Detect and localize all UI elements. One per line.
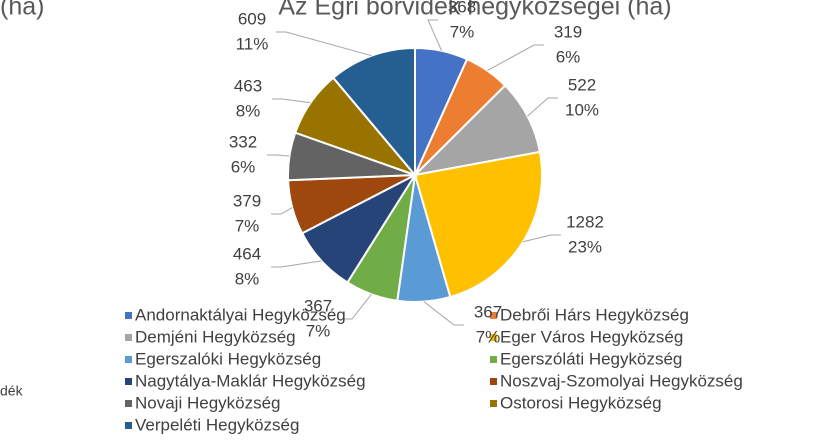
data-label-percent: 7% [235, 216, 260, 235]
legend-label: Egerszalóki Hegyközség [135, 349, 321, 368]
legend-swatch [125, 378, 132, 385]
legend-swatch [125, 356, 132, 363]
data-label: 1282 [566, 212, 604, 231]
legend-swatch [490, 356, 497, 363]
data-label-percent: 7% [450, 22, 475, 41]
data-label-percent: 11% [236, 34, 269, 53]
data-label: 522 [568, 75, 596, 94]
data-label-percent: 10% [565, 100, 599, 119]
legend-label: Ostorosi Hegyközség [500, 393, 662, 412]
data-label-percent: 8% [236, 101, 261, 120]
legend-label: Verpeléti Hegyközség [135, 415, 299, 434]
leader-line [342, 293, 372, 320]
leader-line [271, 207, 293, 215]
chart-title: Az Egri borvidék hegyközségei (ha) [278, 0, 671, 21]
legend-label: Nagytálya-Maklár Hegyközség [135, 371, 366, 390]
legend-swatch [125, 312, 132, 319]
legend-label: Egerszóláti Hegyközség [500, 349, 682, 368]
legend-swatch [125, 422, 132, 429]
pie-slice [413, 150, 543, 299]
data-label-percent: 8% [235, 269, 260, 288]
leader-line [267, 154, 290, 157]
leader-line [423, 301, 464, 326]
legend-label: Eger Város Hegyközség [500, 327, 683, 346]
data-label: 319 [554, 22, 582, 41]
legend-swatch [490, 312, 497, 319]
leader-line [276, 31, 372, 57]
data-label-percent: 7% [476, 327, 501, 346]
leader-line [487, 44, 544, 72]
fragment: dék [0, 383, 24, 399]
leader-line [522, 234, 561, 243]
legend-swatch [490, 378, 497, 385]
legend-swatch [490, 400, 497, 407]
legend-label: Noszvaj-Szomolyai Hegyközség [500, 371, 743, 390]
leader-line [272, 98, 311, 104]
legend-swatch [125, 400, 132, 407]
leader-line [427, 19, 443, 52]
leader-line [271, 260, 322, 268]
data-label-percent: 6% [231, 157, 256, 176]
legend-label: Demjéni Hegyközség [135, 327, 296, 346]
data-label: 332 [229, 132, 257, 151]
data-label-percent: 6% [556, 47, 581, 66]
data-label: 367 [304, 296, 332, 315]
data-label-percent: 7% [306, 321, 331, 340]
legend-label: Andornaktályai Hegyközség [135, 305, 346, 324]
pie-slice [411, 84, 542, 177]
leader-line [527, 97, 558, 117]
legend-swatch [125, 334, 132, 341]
data-label: 609 [238, 9, 266, 28]
legend-label: Novaji Hegyközség [135, 393, 281, 412]
data-label: 367 [474, 302, 502, 321]
data-label: 463 [234, 76, 262, 95]
data-label: 368 [448, 0, 476, 16]
legend-label: Debrői Hárs Hegyközség [500, 305, 689, 324]
data-label-percent: 23% [568, 237, 602, 256]
fragment: (ha) [0, 0, 44, 21]
data-label: 464 [233, 244, 261, 263]
data-label: 379 [233, 191, 261, 210]
legend-swatch [490, 334, 497, 341]
